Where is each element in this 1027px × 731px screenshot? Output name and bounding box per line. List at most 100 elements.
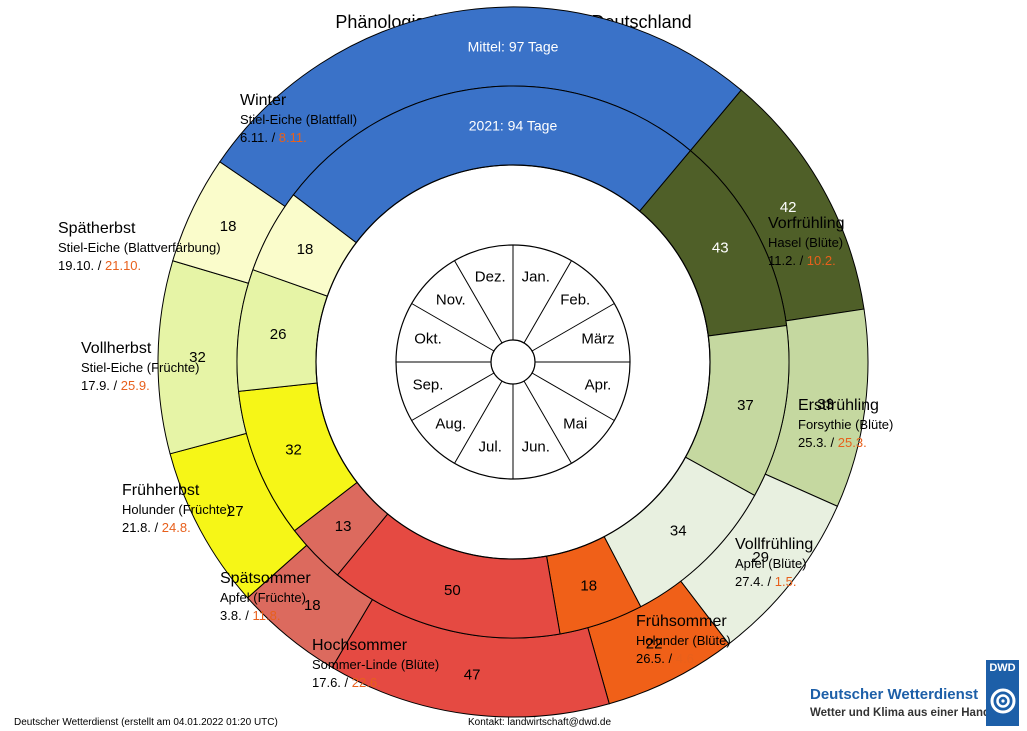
season-date-mean: 17.6.: [312, 675, 341, 690]
ring-inner-value-hochsommer: 50: [444, 582, 461, 599]
season-dates: 26.5. / 4.6.: [636, 650, 731, 668]
month-label: Jul.: [479, 439, 502, 456]
dwd-logo: Deutscher Wetterdienst Wetter und Klima …: [810, 660, 1020, 726]
month-divider: [523, 380, 572, 464]
date-separator: /: [150, 520, 162, 535]
season-label-erstfruehling: Erstfrühling Forsythie (Blüte) 25.3. / 25.…: [798, 396, 893, 452]
ring-inner-value-spaetsommer: 13: [335, 518, 352, 535]
season-name: Vollherbst: [81, 340, 152, 357]
month-label: Jan.: [522, 268, 550, 285]
season-indicator-plant: Holunder (Blüte): [636, 633, 731, 648]
season-date-2021: 24.8.: [161, 520, 191, 535]
season-date-2021: 8.11.: [278, 130, 307, 145]
season-dates: 17.6. / 22.6.: [312, 674, 439, 692]
season-date-mean: 27.4.: [735, 574, 764, 589]
season-dates: 19.10. / 21.10.: [58, 257, 221, 275]
ring-outer-value-erstfruehling: 33: [817, 396, 834, 413]
season-dates: 21.8. / 24.8.: [122, 519, 231, 537]
season-name: Frühherbst: [122, 482, 200, 499]
season-indicator-plant: Stiel-Eiche (Blattfall): [240, 112, 358, 127]
date-separator: /: [340, 675, 352, 690]
season-dates: 3.8. / 11.8.: [220, 607, 311, 625]
month-label: Sep.: [413, 376, 444, 393]
logo-box: [986, 660, 1019, 726]
season-label-fruehsommer: Frühsommer Holunder (Blüte) 26.5. / 4.6.: [636, 612, 731, 668]
month-label: Nov.: [436, 291, 466, 308]
season-name: Winter: [240, 92, 287, 109]
season-date-mean: 6.11.: [240, 130, 268, 145]
month-label: Mai: [563, 416, 587, 433]
month-label: Jun.: [522, 439, 550, 456]
month-divider: [531, 372, 615, 421]
season-dates: 17.9. / 25.9.: [81, 377, 199, 395]
season-indicator-plant: Apfel (Blüte): [735, 556, 807, 571]
season-indicator-plant: Stiel-Eiche (Früchte): [81, 360, 200, 375]
ring-outer-value-vorfruehling: 42: [780, 199, 797, 216]
season-label-fruehherbst: Frühherbst Holunder (Früchte) 21.8. / 24.8…: [122, 481, 231, 537]
month-divider: [531, 303, 615, 352]
season-date-2021: 1.5.: [774, 574, 797, 589]
season-label-winter: Winter Stiel-Eiche (Blattfall) 6.11. / 8.1…: [240, 91, 357, 147]
month-label: Dez.: [475, 268, 506, 285]
season-date-mean: 17.9.: [81, 378, 110, 393]
ring-inner-value-vollherbst: 26: [270, 326, 287, 343]
ring-inner-value-fruehherbst: 32: [285, 442, 302, 459]
date-separator: /: [763, 574, 775, 589]
season-date-mean: 11.2.: [768, 253, 796, 268]
ring-outer-value-spaetherbst: 18: [220, 218, 237, 235]
ring-outer-value-vollfruehling: 29: [752, 549, 769, 566]
ring-outer-value-fruehherbst: 27: [227, 503, 244, 520]
season-date-2021: 25.3.: [837, 435, 867, 450]
ring-inner-value-fruehsommer: 18: [580, 578, 597, 595]
season-label-vollfruehling: Vollfrühling Apfel (Blüte) 27.4. / 1.5.: [735, 535, 813, 591]
season-date-2021: 22.6.: [351, 675, 381, 690]
date-separator: /: [109, 378, 121, 393]
season-date-mean: 25.3.: [798, 435, 827, 450]
season-date-2021: 25.9.: [120, 378, 150, 393]
season-dates: 27.4. / 1.5.: [735, 573, 813, 591]
season-date-mean: 3.8.: [220, 608, 242, 623]
footer-contact: Kontakt: landwirtschaft@dwd.de: [468, 717, 612, 728]
date-separator: /: [826, 435, 838, 450]
season-date-mean: 21.8.: [122, 520, 151, 535]
month-divider: [411, 303, 495, 352]
date-separator: /: [664, 651, 676, 666]
season-dates: 6.11. / 8.11.: [240, 129, 357, 147]
date-separator: /: [241, 608, 253, 623]
season-date-2021: 4.6.: [675, 651, 698, 666]
season-indicator-plant: Sommer-Linde (Blüte): [312, 657, 440, 672]
season-name: Spätsommer: [220, 570, 311, 587]
center-hub: [490, 339, 536, 385]
ring-inner-value-erstfruehling: 37: [737, 397, 754, 414]
season-label-spaetherbst: Spätherbst Stiel-Eiche (Blattverfärbung) 1…: [58, 219, 221, 275]
ring-outer-value-fruehsommer: 22: [646, 636, 663, 653]
season-dates: 25.3. / 25.3.: [798, 434, 893, 452]
logo-name: Deutscher Wetterdienst: [810, 686, 979, 703]
ring-outer-value-hochsommer: 47: [464, 666, 481, 683]
season-name: Frühsommer: [636, 613, 727, 630]
season-indicator-plant: Holunder (Früchte): [122, 502, 232, 517]
ring-inner-boundary: [315, 164, 711, 560]
season-date-2021: 11.8.: [252, 608, 281, 623]
season-name: Vorfrühling: [768, 215, 845, 232]
month-label: Feb.: [560, 291, 590, 308]
date-separator: /: [94, 258, 105, 273]
season-indicator-plant: Hasel (Blüte): [768, 235, 844, 250]
season-indicator-plant: Stiel-Eiche (Blattverfärbung): [58, 240, 221, 255]
month-label: Okt.: [414, 331, 442, 348]
ring-outer-value-vollherbst: 32: [189, 349, 206, 366]
ring-outer-value-spaetsommer: 18: [304, 597, 321, 614]
month-divider: [411, 372, 495, 421]
month-label: März: [581, 331, 614, 348]
ring-inner-label-winter: 2021: 94 Tage: [469, 118, 558, 134]
logo-short: DWD: [989, 662, 1016, 674]
date-separator: /: [795, 253, 807, 268]
logo-slogan: Wetter und Klima aus einer Hand: [810, 707, 990, 719]
month-divider: [454, 380, 503, 464]
ring-inner-value-spaetherbst: 18: [297, 241, 314, 258]
season-name: Erstfrühling: [798, 397, 879, 414]
ring-inner-value-vollfruehling: 34: [670, 523, 687, 540]
month-divider: [523, 260, 572, 344]
season-label-vollherbst: Vollherbst Stiel-Eiche (Früchte) 17.9. / 2…: [81, 339, 199, 395]
